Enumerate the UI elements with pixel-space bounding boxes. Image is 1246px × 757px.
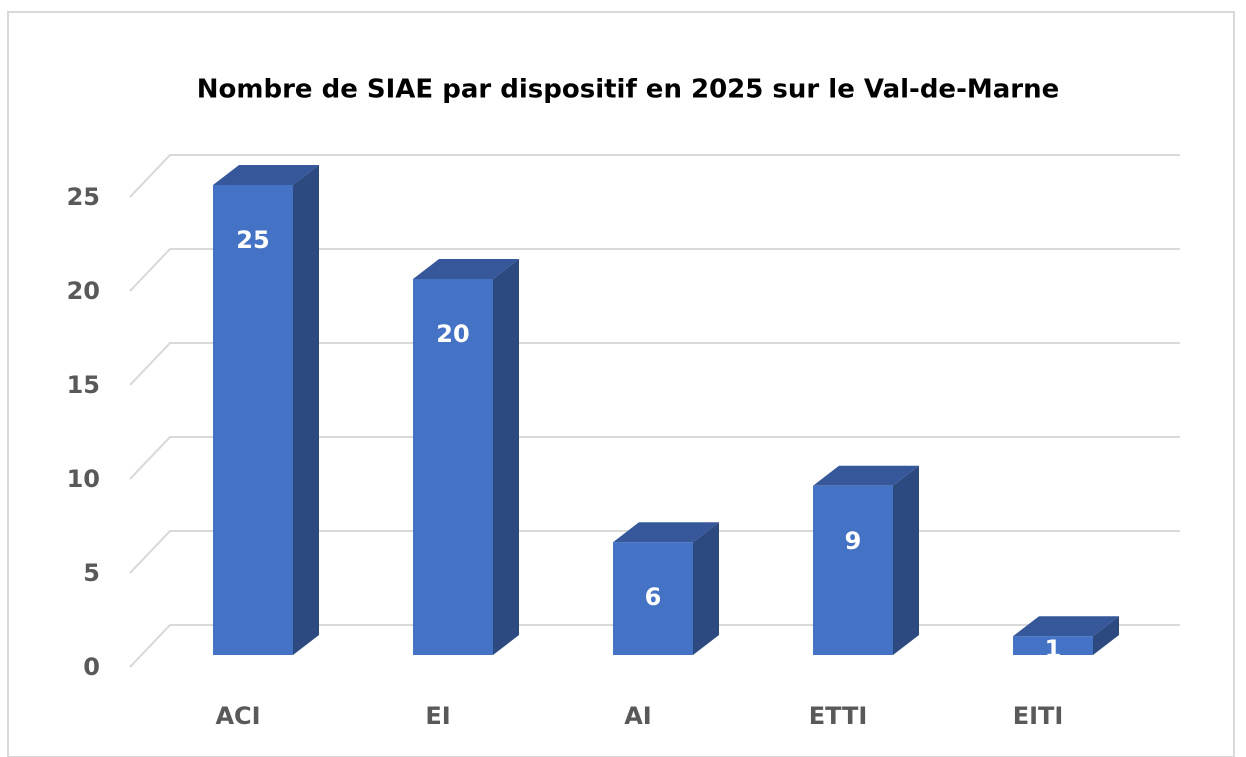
grid-line [129,154,1180,198]
value-label: 1 [1045,635,1062,663]
value-label: 25 [236,226,269,254]
bar-top [613,522,719,543]
y-tick-label: 5 [83,559,100,587]
bar-top [813,465,919,486]
bar-top [413,259,519,279]
x-tick-label: ACI [215,702,260,730]
bar-side [693,522,719,655]
bar [613,542,693,655]
value-label: 20 [436,320,469,348]
y-tick-label: 0 [83,653,100,681]
bar [213,185,293,655]
bar-side [293,165,319,655]
bar [813,485,893,655]
x-tick-label: EI [425,702,450,730]
grid-line [129,248,1180,292]
bar-top [1013,616,1119,637]
bar [1013,636,1093,655]
y-tick-label: 15 [67,371,100,399]
x-tick-label: ETTI [809,702,868,730]
y-tick-label: 20 [67,277,100,305]
x-tick-label: AI [624,702,652,730]
value-label: 9 [845,527,862,555]
bar-side [893,465,919,655]
chart-title: Nombre de SIAE par dispositif en 2025 su… [197,75,1060,105]
y-tick-label: 10 [67,465,100,493]
y-tick-label: 25 [67,183,100,211]
bar [413,279,493,655]
bar-side [493,259,519,655]
bar-top [213,165,319,185]
bar-side [1093,616,1119,655]
grid-line [129,436,1180,480]
x-tick-label: EITI [1013,702,1064,730]
grid-line [129,342,1180,386]
value-label: 6 [645,583,662,611]
